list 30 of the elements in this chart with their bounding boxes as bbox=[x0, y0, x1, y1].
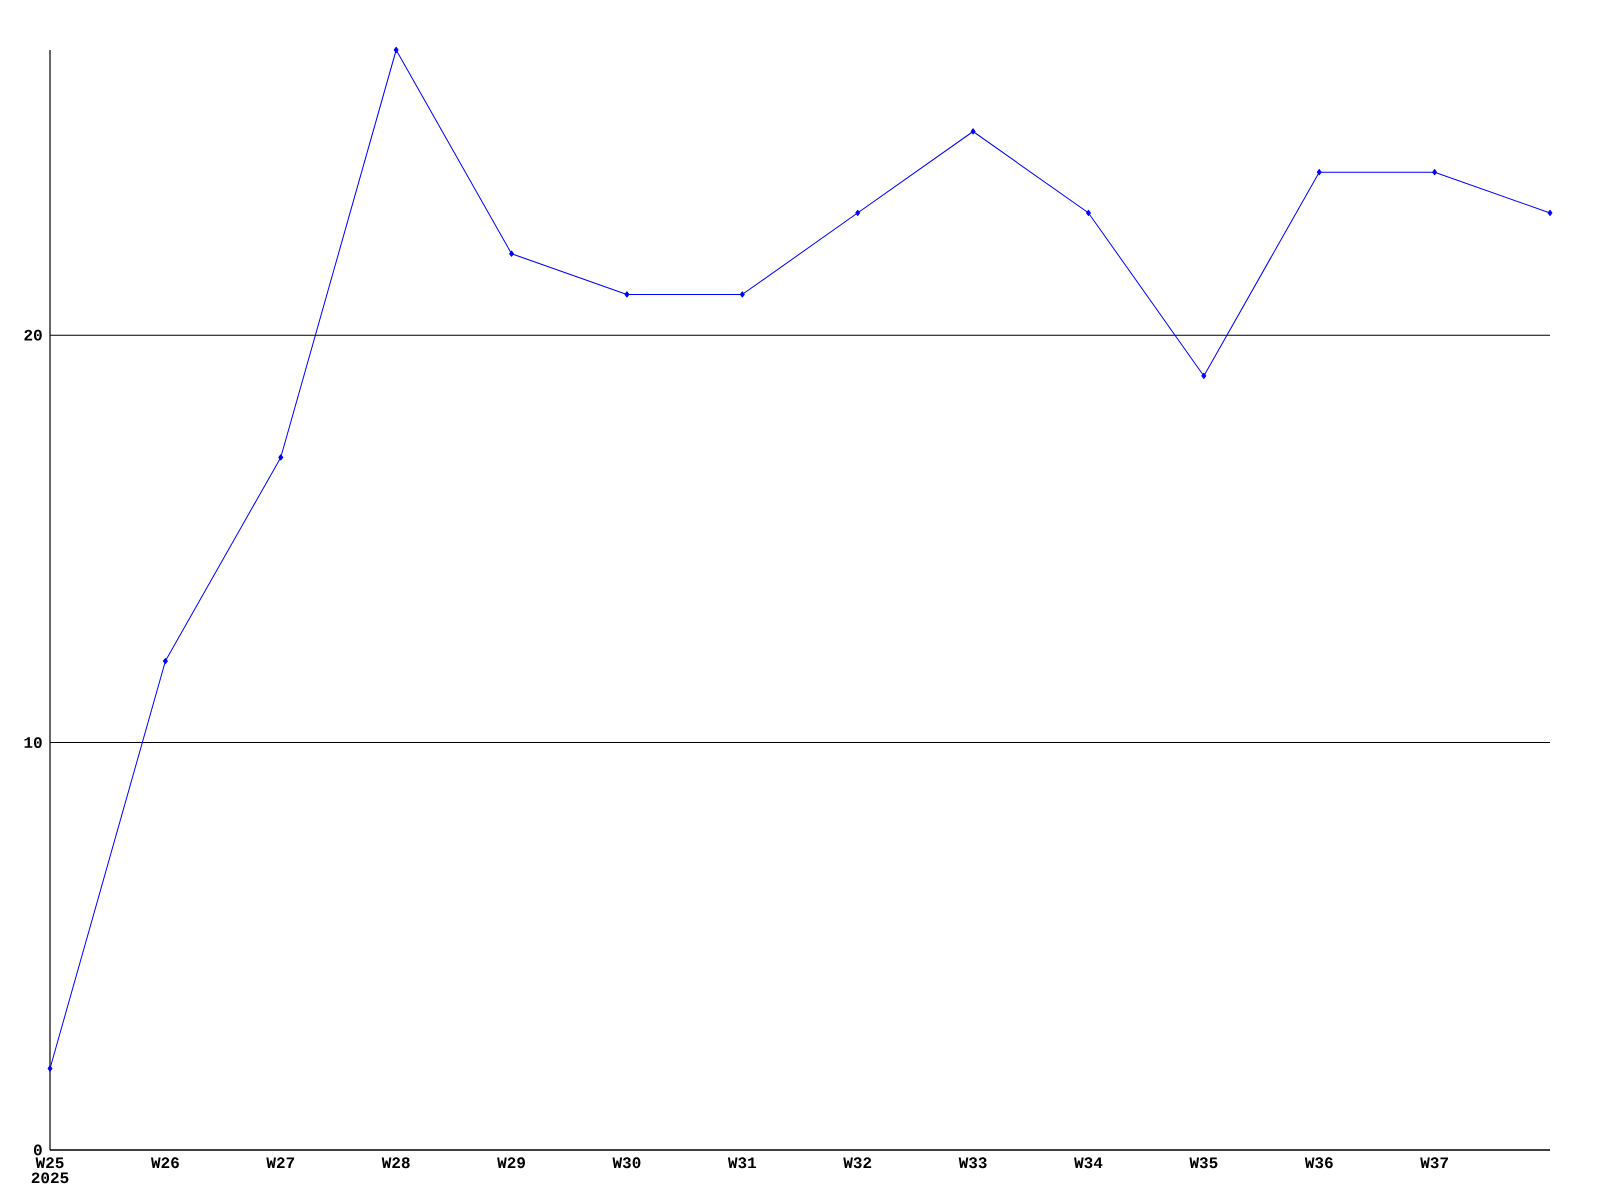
y-tick-label: 0 bbox=[33, 1144, 42, 1156]
x-tick-label: W30 bbox=[612, 1157, 641, 1169]
x-tick-label: W32 bbox=[843, 1157, 872, 1169]
point bbox=[855, 209, 861, 217]
point bbox=[1547, 209, 1553, 217]
x-tick-label: W26 bbox=[150, 1157, 179, 1169]
point bbox=[624, 291, 630, 298]
x-tick-label: W28 bbox=[381, 1157, 410, 1169]
x-tick-label: W33 bbox=[958, 1157, 987, 1169]
y-tick-label: 10 bbox=[24, 737, 42, 749]
point bbox=[278, 454, 284, 461]
y-tick-label: 20 bbox=[24, 329, 42, 341]
x-tick-label: W36 bbox=[1304, 1157, 1333, 1169]
x-tick-label: W27 bbox=[266, 1157, 295, 1169]
point bbox=[739, 291, 745, 298]
point bbox=[1316, 169, 1322, 176]
point bbox=[1201, 372, 1207, 380]
x-tick-label: W25 bbox=[35, 1157, 64, 1169]
point bbox=[509, 250, 514, 257]
x-tick-label: W29 bbox=[497, 1157, 525, 1169]
point bbox=[162, 658, 168, 665]
point bbox=[1432, 169, 1438, 176]
point bbox=[47, 1065, 53, 1072]
x-tick-label: W35 bbox=[1189, 1157, 1218, 1169]
x-tick-label: W37 bbox=[1420, 1157, 1448, 1169]
point bbox=[393, 46, 399, 54]
x-tick-label: W31 bbox=[727, 1157, 757, 1169]
point bbox=[970, 128, 976, 135]
x-tick-label: W34 bbox=[1074, 1157, 1103, 1169]
text: 2025 bbox=[31, 1172, 69, 1184]
